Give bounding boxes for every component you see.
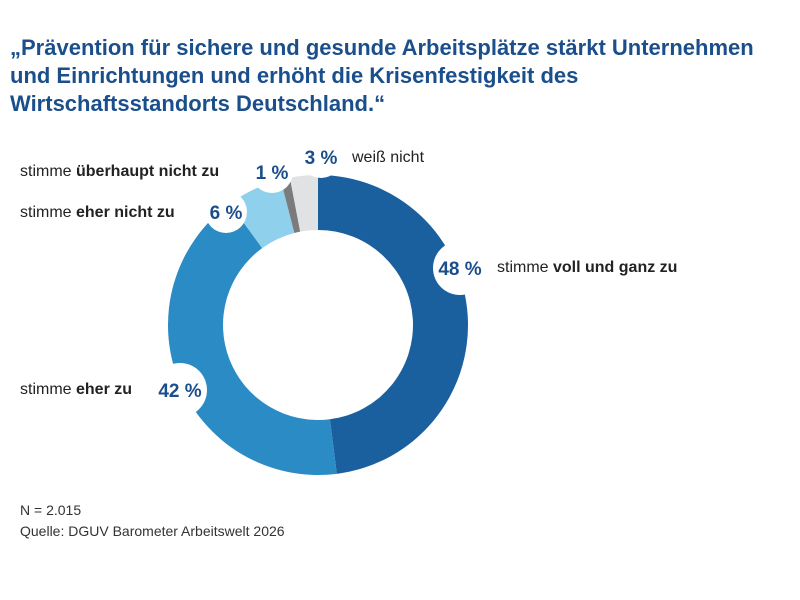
sample-size: N = 2.015 bbox=[20, 502, 82, 518]
legend-label-ueberhaupt-nicht-zu: stimme überhaupt nicht zu bbox=[20, 163, 220, 180]
data-label-bg-0 bbox=[433, 241, 487, 295]
data-label-1: 42 % bbox=[158, 381, 201, 402]
legend-label-eher-nicht-zu: stimme eher nicht zu bbox=[20, 204, 175, 221]
data-label-bg-4 bbox=[300, 136, 342, 178]
source: Quelle: DGUV Barometer Arbeitswelt 2026 bbox=[20, 523, 285, 539]
data-label-2: 6 % bbox=[210, 203, 243, 224]
slice-4 bbox=[289, 175, 318, 232]
data-label-4: 3 % bbox=[305, 148, 338, 169]
legend-label-eher-zu: stimme eher zu bbox=[20, 381, 133, 398]
slice-2 bbox=[229, 179, 295, 249]
legend-label-voll-und-ganz: stimme voll und ganz zu bbox=[497, 259, 678, 276]
data-label-bg-1 bbox=[153, 363, 207, 417]
data-label-3: 1 % bbox=[256, 163, 289, 184]
chart-title: „Prävention für sichere und gesunde Arbe… bbox=[10, 35, 754, 116]
slice-0 bbox=[318, 175, 468, 474]
data-label-bg-3 bbox=[251, 151, 293, 193]
legend-label-weiss-nicht: weiß nicht bbox=[352, 149, 425, 166]
slice-1 bbox=[168, 203, 337, 475]
data-label-0: 48 % bbox=[438, 259, 481, 280]
data-label-bg-2 bbox=[205, 191, 247, 233]
slice-3 bbox=[280, 177, 301, 233]
